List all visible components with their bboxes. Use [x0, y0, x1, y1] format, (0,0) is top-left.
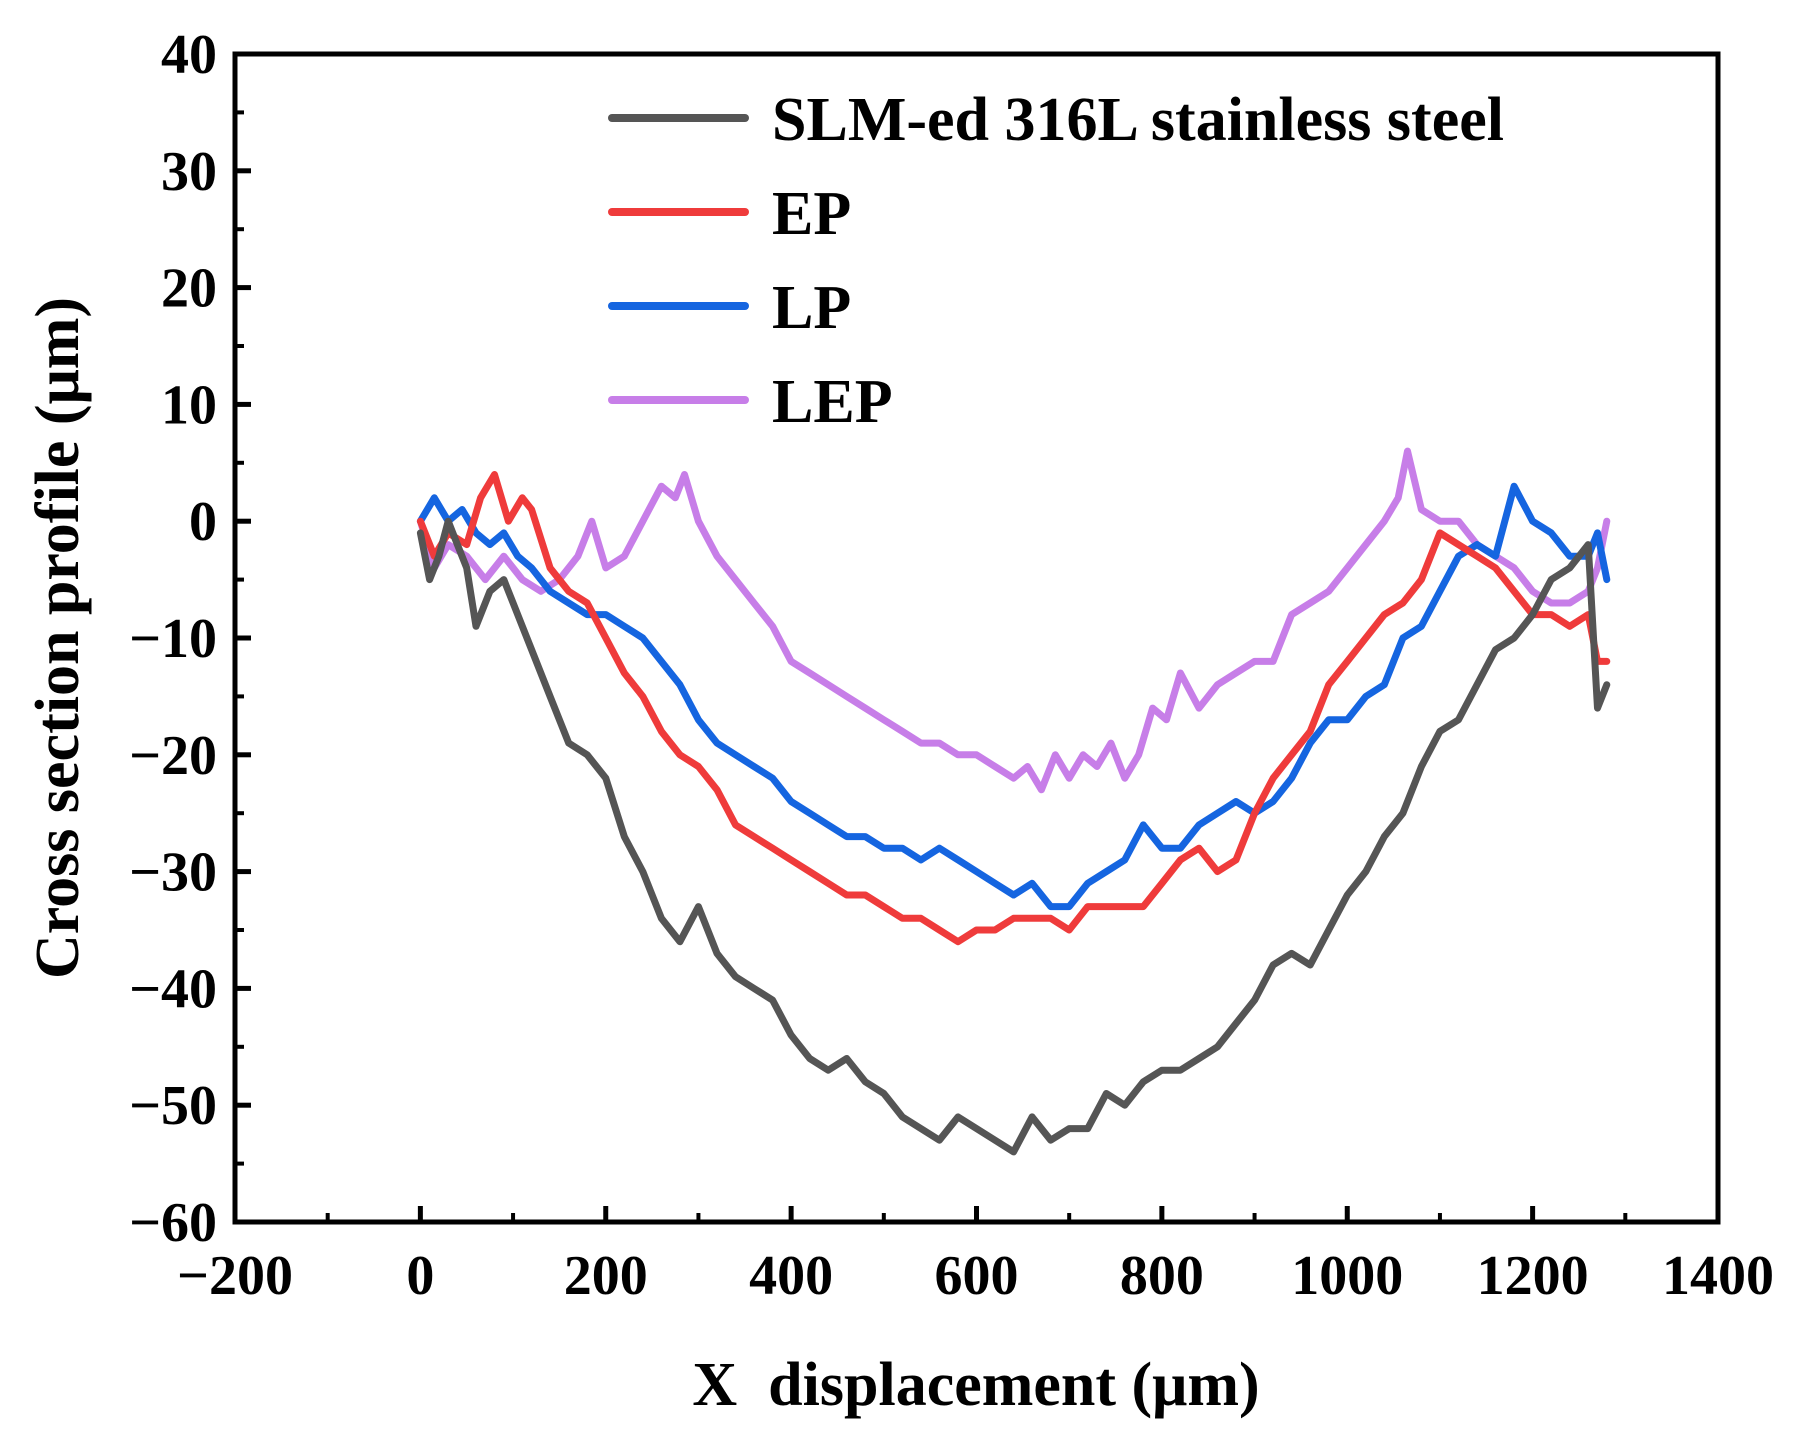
- series-line-ep: [416, 471, 1611, 946]
- legend: SLM-ed 316L stainless steel EP LP LEP: [608, 86, 1504, 436]
- legend-label: LEP: [772, 368, 893, 436]
- plot-frame: [232, 51, 1721, 1225]
- x-tick-label: 200: [564, 1245, 648, 1307]
- series-line-slm-ed-316l-stainless-steel: [416, 517, 1611, 1156]
- x-tick-label: −200: [177, 1245, 293, 1307]
- x-tick-label: 400: [749, 1245, 833, 1307]
- y-tick-label: −60: [129, 1192, 217, 1254]
- legend-label: EP: [772, 180, 851, 248]
- y-tick-label: −30: [129, 842, 217, 904]
- x-axis-title: X displacement (μm): [692, 1351, 1259, 1419]
- legend-label: LP: [772, 274, 851, 342]
- y-tick-label: 0: [189, 491, 217, 553]
- y-axis-title: Cross section profile (μm): [24, 297, 92, 979]
- y-tick-label: −10: [129, 608, 217, 670]
- series-line-lep: [416, 447, 1611, 794]
- x-tick-label: 0: [406, 1245, 434, 1307]
- y-tick-label: −20: [129, 725, 217, 787]
- x-tick-label: 800: [1120, 1245, 1204, 1307]
- y-tick-label: 40: [161, 24, 217, 86]
- y-tick-label: −50: [129, 1075, 217, 1137]
- x-tick-label: 1400: [1662, 1245, 1774, 1307]
- y-tick-labels: −60 −50 −40 −30 −20 −10 0 10 20 30 40: [129, 24, 217, 1254]
- x-tick-labels: −200 0 200 400 600 800 1000 1200 1400: [177, 1245, 1774, 1307]
- y-tick-label: −40: [129, 958, 217, 1020]
- x-tick-label: 1000: [1291, 1245, 1403, 1307]
- x-tick-label: 1200: [1477, 1245, 1589, 1307]
- series-layer: [416, 447, 1611, 1156]
- x-tick-label: 600: [935, 1245, 1019, 1307]
- y-tick-label: 20: [161, 258, 217, 320]
- y-tick-label: 30: [161, 141, 217, 203]
- y-tick-label: 10: [161, 374, 217, 436]
- legend-label: SLM-ed 316L stainless steel: [772, 86, 1504, 154]
- ticks-layer: [232, 51, 1721, 1225]
